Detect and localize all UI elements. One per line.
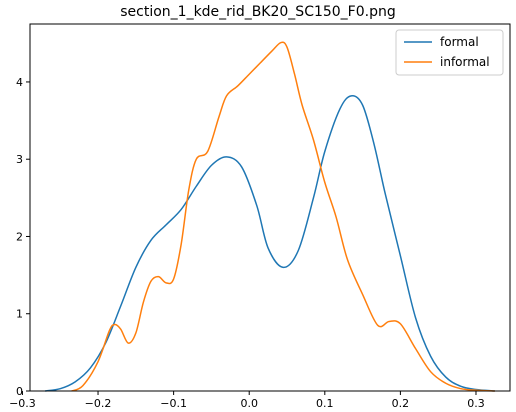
series-line-informal [71,41,495,392]
y-tick-label: 4 [16,76,23,89]
chart-title: section_1_kde_rid_BK20_SC150_F0.png [120,4,396,20]
x-tick-label: −0.1 [160,397,187,410]
legend-label-informal: informal [440,55,490,69]
x-tick-label: −0.3 [9,397,36,410]
legend: formal informal [395,29,504,76]
y-tick-label: 0 [16,385,23,398]
x-tick-label: −0.2 [85,397,112,410]
plot-frame [29,23,511,392]
plot-area [29,23,511,392]
x-tick-label: 0.3 [467,397,485,410]
y-tick-label: 3 [16,153,23,166]
x-tick-label: 0.1 [316,397,334,410]
x-tick-label: 0.0 [240,397,258,410]
y-tick-label: 2 [16,230,23,243]
y-tick-label: 1 [16,308,23,321]
series-line-formal [45,94,495,392]
series-layer [45,41,495,392]
x-tick-label: 0.2 [392,397,410,410]
x-axis: −0.3 −0.2 −0.1 0.0 0.1 0.2 0.3 [9,391,485,410]
legend-label-formal: formal [440,35,479,49]
y-axis: 0 1 2 3 4 [16,76,30,398]
